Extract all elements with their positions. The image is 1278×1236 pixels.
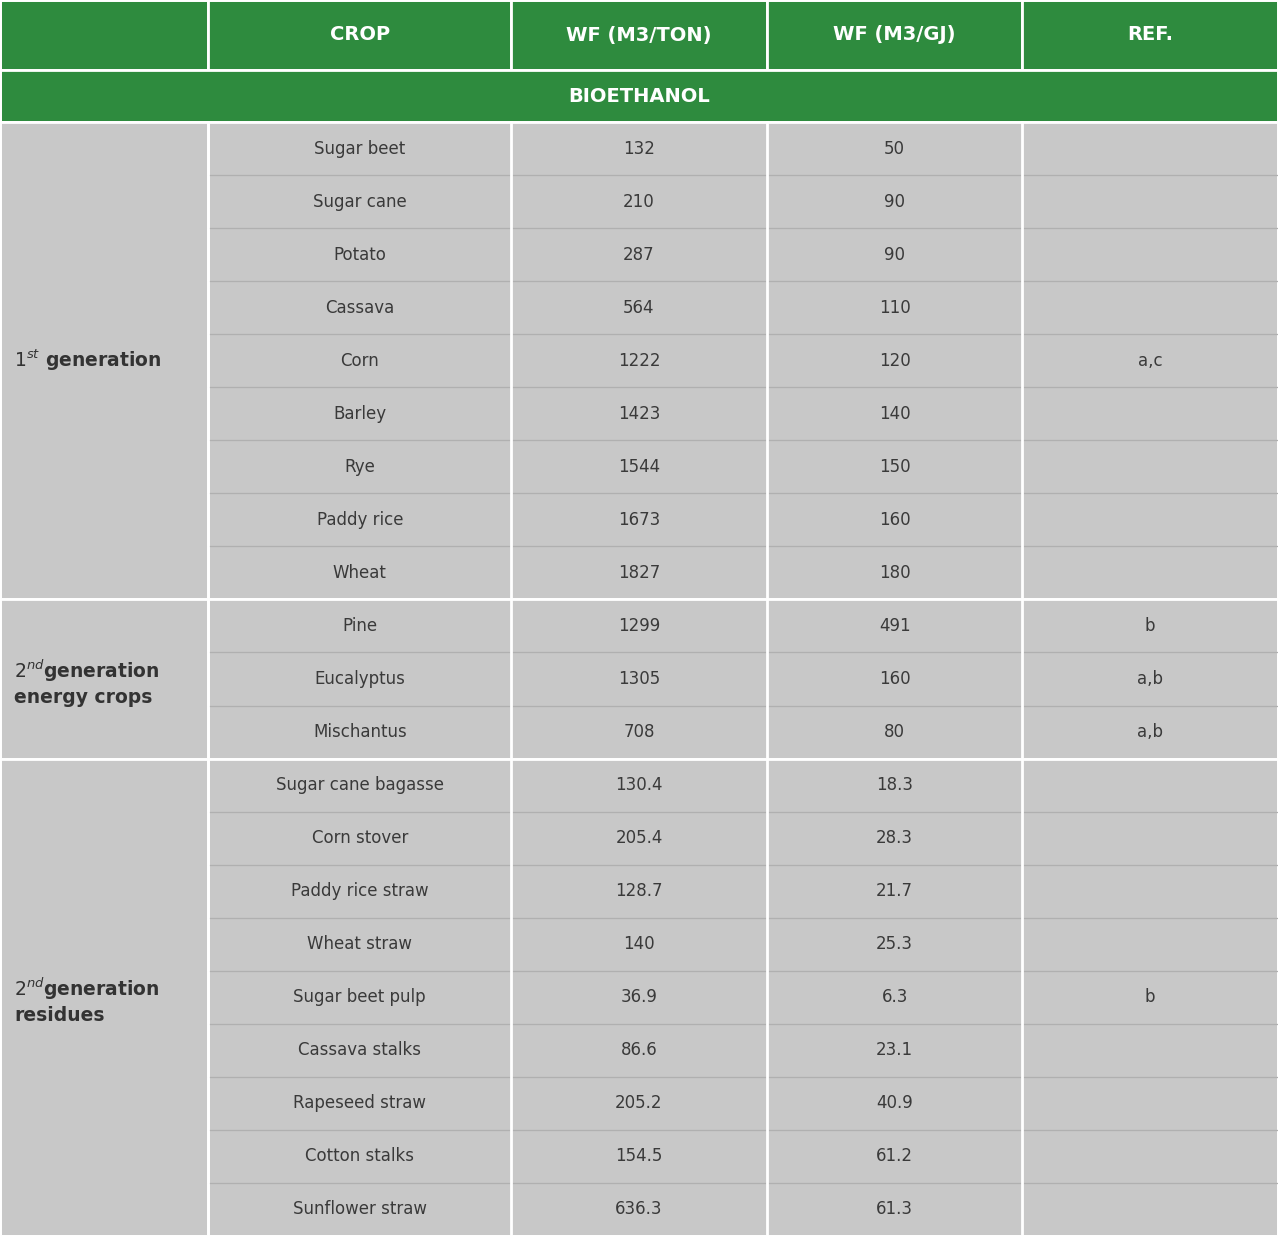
Text: Sugar cane bagasse: Sugar cane bagasse xyxy=(276,776,443,794)
Text: 120: 120 xyxy=(879,352,910,370)
Text: 636.3: 636.3 xyxy=(615,1200,663,1219)
Text: 160: 160 xyxy=(879,510,910,529)
Bar xyxy=(1022,0,1278,70)
Text: 28.3: 28.3 xyxy=(877,829,912,847)
Text: 205.4: 205.4 xyxy=(615,829,663,847)
Text: Rye: Rye xyxy=(344,457,376,476)
Text: 36.9: 36.9 xyxy=(621,989,657,1006)
Text: 180: 180 xyxy=(879,564,910,582)
Text: b: b xyxy=(1145,617,1155,635)
Text: 50: 50 xyxy=(884,140,905,157)
Bar xyxy=(0,0,1278,70)
Text: 21.7: 21.7 xyxy=(877,883,912,900)
Text: 6.3: 6.3 xyxy=(882,989,907,1006)
Text: Sugar beet: Sugar beet xyxy=(314,140,405,157)
Text: 1423: 1423 xyxy=(617,404,661,423)
Text: BIOETHANOL: BIOETHANOL xyxy=(569,87,709,105)
Text: 61.2: 61.2 xyxy=(877,1147,912,1166)
Text: $1^{st}$ generation: $1^{st}$ generation xyxy=(14,349,161,373)
Text: 40.9: 40.9 xyxy=(877,1094,912,1112)
Bar xyxy=(0,70,1278,122)
Text: Potato: Potato xyxy=(334,246,386,263)
Text: a,c: a,c xyxy=(1137,352,1163,370)
Text: 1544: 1544 xyxy=(619,457,659,476)
Text: b: b xyxy=(1145,989,1155,1006)
Text: 1299: 1299 xyxy=(617,617,661,635)
Text: 110: 110 xyxy=(879,299,910,316)
Text: Corn: Corn xyxy=(340,352,380,370)
Text: 86.6: 86.6 xyxy=(621,1042,657,1059)
Text: WF (M3/TON): WF (M3/TON) xyxy=(566,26,712,44)
Bar xyxy=(767,0,1022,70)
Text: Pine: Pine xyxy=(343,617,377,635)
Text: Paddy rice: Paddy rice xyxy=(317,510,403,529)
Text: 1305: 1305 xyxy=(617,670,661,688)
Text: Wheat: Wheat xyxy=(332,564,387,582)
Text: 708: 708 xyxy=(624,723,654,742)
Bar xyxy=(0,599,1278,759)
Text: WF (M3/GJ): WF (M3/GJ) xyxy=(833,26,956,44)
Bar xyxy=(0,599,208,759)
Bar xyxy=(511,0,767,70)
Bar xyxy=(0,759,1278,1236)
Text: 287: 287 xyxy=(624,246,654,263)
Text: a,b: a,b xyxy=(1137,723,1163,742)
Text: 564: 564 xyxy=(624,299,654,316)
Bar xyxy=(0,759,208,1236)
Text: 61.3: 61.3 xyxy=(877,1200,912,1219)
Text: 210: 210 xyxy=(624,193,654,210)
Text: 128.7: 128.7 xyxy=(615,883,663,900)
Text: 154.5: 154.5 xyxy=(615,1147,663,1166)
Text: Paddy rice straw: Paddy rice straw xyxy=(291,883,428,900)
Text: Rapeseed straw: Rapeseed straw xyxy=(293,1094,427,1112)
Text: 23.1: 23.1 xyxy=(875,1042,914,1059)
Text: 140: 140 xyxy=(879,404,910,423)
Text: $2^{nd}$generation: $2^{nd}$generation xyxy=(14,658,160,685)
Text: 150: 150 xyxy=(879,457,910,476)
Text: Wheat straw: Wheat straw xyxy=(307,936,413,953)
Text: 132: 132 xyxy=(624,140,654,157)
Text: 25.3: 25.3 xyxy=(877,936,912,953)
Text: 80: 80 xyxy=(884,723,905,742)
Text: 18.3: 18.3 xyxy=(877,776,912,794)
Text: 130.4: 130.4 xyxy=(615,776,663,794)
Text: Sugar cane: Sugar cane xyxy=(313,193,406,210)
Bar xyxy=(208,0,511,70)
Text: 90: 90 xyxy=(884,193,905,210)
Text: Cassava stalks: Cassava stalks xyxy=(298,1042,422,1059)
Text: CROP: CROP xyxy=(330,26,390,44)
Text: 1673: 1673 xyxy=(617,510,661,529)
Text: 1222: 1222 xyxy=(617,352,661,370)
Text: Eucalyptus: Eucalyptus xyxy=(314,670,405,688)
Text: 160: 160 xyxy=(879,670,910,688)
Bar xyxy=(0,122,1278,599)
Text: Barley: Barley xyxy=(334,404,386,423)
Text: $2^{nd}$generation: $2^{nd}$generation xyxy=(14,976,160,1002)
Bar xyxy=(0,0,208,70)
Text: 140: 140 xyxy=(624,936,654,953)
Text: energy crops: energy crops xyxy=(14,688,152,707)
Text: Sunflower straw: Sunflower straw xyxy=(293,1200,427,1219)
Text: residues: residues xyxy=(14,1006,105,1026)
Text: Sugar beet pulp: Sugar beet pulp xyxy=(294,989,426,1006)
Text: REF.: REF. xyxy=(1127,26,1173,44)
Text: Cassava: Cassava xyxy=(325,299,395,316)
Text: 90: 90 xyxy=(884,246,905,263)
Text: Mischantus: Mischantus xyxy=(313,723,406,742)
Text: 205.2: 205.2 xyxy=(615,1094,663,1112)
Text: Cotton stalks: Cotton stalks xyxy=(305,1147,414,1166)
Text: a,b: a,b xyxy=(1137,670,1163,688)
Text: 1827: 1827 xyxy=(617,564,661,582)
Text: Corn stover: Corn stover xyxy=(312,829,408,847)
Bar xyxy=(0,122,208,599)
Text: 491: 491 xyxy=(879,617,910,635)
